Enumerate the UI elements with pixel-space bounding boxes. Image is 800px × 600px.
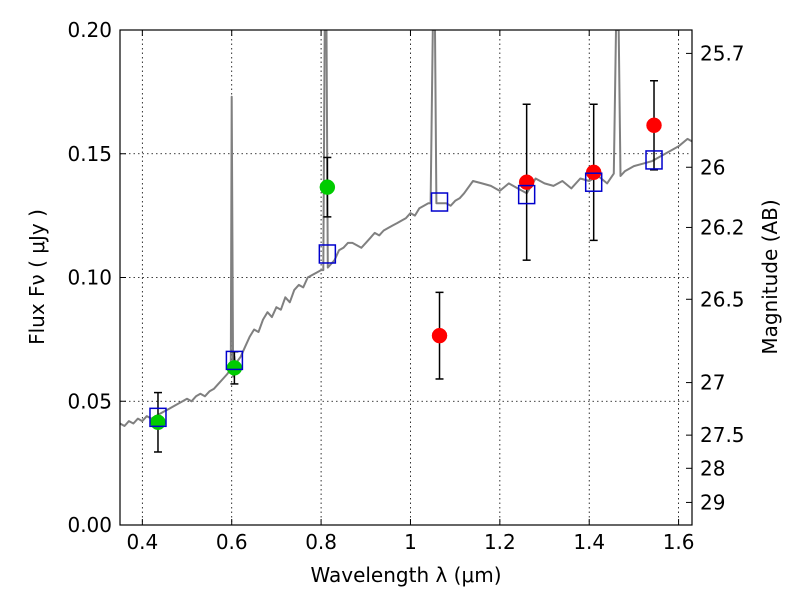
model-square-marker [225, 350, 244, 371]
y-tick-label: 0.20 [67, 18, 112, 42]
measured-flux-point [150, 414, 166, 431]
model-square-marker [318, 244, 337, 264]
x-axis-title: Wavelength λ (μm) [310, 563, 501, 587]
y-tick-label: 0.00 [67, 513, 112, 537]
mag-tick-label: 26.2 [700, 215, 745, 239]
mag-tick-label: 26.5 [700, 287, 745, 311]
mag-tick-label: 25.7 [700, 41, 745, 65]
measured-flux-point [431, 327, 448, 344]
marker-layer [149, 117, 663, 431]
x-tick-label: 0.4 [126, 530, 158, 554]
spectrum-line [120, 30, 692, 427]
measured-flux-point [646, 117, 662, 134]
model-square-marker [584, 172, 603, 192]
model-square-marker [645, 150, 663, 170]
model-square-marker [517, 184, 536, 205]
model-square-marker [149, 407, 167, 428]
axis-ticks: 0.4 0.6 0.8 1 1.2 1.4 1.6 0.00 0.05 0.10 0.15 0.20 2… [67, 18, 744, 554]
measured-flux-point [319, 179, 336, 195]
x-tick-label: 1 [404, 530, 417, 554]
measured-flux-point [518, 174, 535, 190]
x-tick-label: 1.6 [663, 530, 695, 554]
mag-tick-label: 28 [700, 456, 725, 480]
mag-tick-label: 26 [700, 155, 725, 179]
x-tick-label: 1.4 [573, 530, 605, 554]
spectrum-layer [120, 30, 692, 427]
mag-tick-label: 27 [700, 371, 725, 395]
y-tick-label: 0.05 [67, 389, 112, 413]
mag-tick-label: 27.5 [700, 423, 745, 447]
y-axis-title: Flux Fν ( μJy ) [25, 209, 49, 345]
y-tick-label: 0.15 [67, 142, 112, 166]
x-tick-label: 1.2 [484, 530, 516, 554]
y-tick-label: 0.10 [67, 266, 112, 290]
right-axis-title: Magnitude (AB) [758, 199, 782, 354]
plot-area [120, 30, 692, 453]
model-square-marker [430, 192, 449, 212]
x-tick-label: 0.8 [305, 530, 337, 554]
measured-flux-point [585, 164, 602, 181]
mag-tick-label: 29 [700, 490, 725, 514]
measured-flux-point [226, 360, 243, 376]
x-tick-label: 0.6 [216, 530, 248, 554]
